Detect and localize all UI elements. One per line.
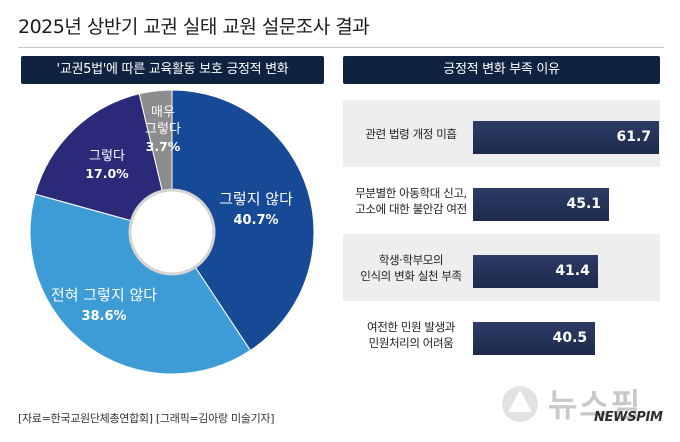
bar: 41.4: [473, 255, 598, 288]
pie-panel-header: '교권5법'에 따른 교육활동 보호 긍정적 변화: [21, 56, 324, 84]
bar-value-label: 40.5: [552, 330, 588, 346]
bar: 45.1: [473, 188, 610, 221]
newspim-logo: [502, 386, 538, 422]
logo-mark-icon: [508, 390, 532, 412]
pie-value-label: 17.0%: [85, 166, 129, 181]
pie-value-label: 40.7%: [233, 213, 278, 228]
logo-wordmark: 뉴스핌: [548, 386, 643, 424]
bar-category-label: 관련 법령 개정 미흡: [365, 126, 457, 141]
bar-row: 무분별한 아동학대 신고, 고소에 대한 불안감 여전 45.1: [343, 167, 660, 234]
source-credit: [자료=한국교원단체총연합회] [그래픽=김아랑 미술기자]: [18, 412, 275, 425]
bar-row: 여전한 민원 발생과 민원처리의 어려움 40.5: [343, 301, 660, 368]
pie-slice-label: 전혀 그렇지 않다: [51, 286, 157, 304]
pie-slice: [34, 93, 173, 233]
bar-value-label: 41.4: [555, 263, 590, 279]
bar-row: 관련 법령 개정 미흡 61.7: [343, 100, 660, 167]
bar-row: 학생·학부모의 인식의 변화 실천 부족 41.4: [343, 234, 660, 301]
bar: 61.7: [473, 121, 660, 154]
pie-value-label: 3.7%: [146, 139, 181, 154]
pie-slice-label: 그렇다: [89, 149, 125, 164]
pie-slice-label: 매우: [151, 105, 175, 120]
bar-value-label: 45.1: [566, 196, 602, 212]
bar: 40.5: [473, 322, 596, 355]
logo-subtitle: NEWSPIM: [594, 410, 663, 425]
title-divider: [18, 47, 664, 48]
pie-value-label: 38.6%: [81, 309, 126, 324]
bar-panel-header: 긍정적 변화 부족 이유: [343, 56, 660, 84]
page-title: 2025년 상반기 교권 실태 교원 설문조사 결과: [18, 16, 370, 38]
bar-value-label: 61.7: [616, 129, 652, 145]
pie-slice-label: 그렇다: [145, 122, 181, 137]
pie-slice: [29, 193, 252, 375]
bar-category-label: 학생·학부모의 인식의 변화 실천 부족: [360, 252, 462, 283]
donut-hole: [128, 188, 216, 276]
bar-category-label: 무분별한 아동학대 신고, 고소에 대한 불안감 여전: [355, 185, 467, 216]
pie-slice-label: 그렇지 않다: [219, 190, 293, 208]
bar-category-label: 여전한 민원 발생과 민원처리의 어려움: [367, 319, 455, 350]
